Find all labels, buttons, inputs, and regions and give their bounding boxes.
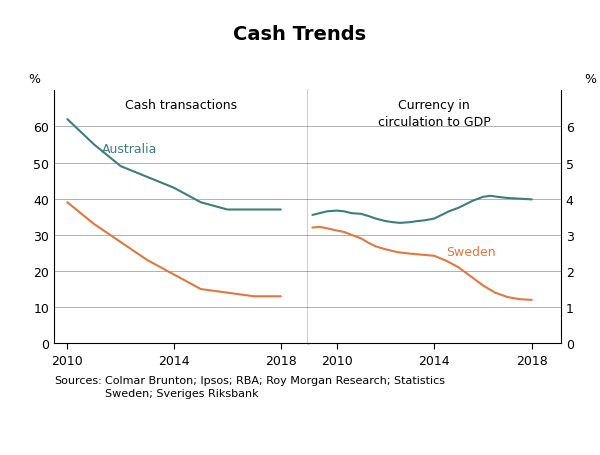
- Text: Cash Trends: Cash Trends: [233, 25, 367, 44]
- Text: %: %: [584, 73, 596, 86]
- Text: Currency in
circulation to GDP: Currency in circulation to GDP: [378, 99, 491, 128]
- Text: %: %: [29, 73, 41, 86]
- Text: Sources:: Sources:: [54, 375, 102, 385]
- Text: Sweden: Sweden: [446, 245, 496, 258]
- Text: Australia: Australia: [102, 142, 157, 155]
- Text: Cash transactions: Cash transactions: [125, 99, 237, 111]
- Text: Colmar Brunton; Ipsos; RBA; Roy Morgan Research; Statistics
Sweden; Sveriges Rik: Colmar Brunton; Ipsos; RBA; Roy Morgan R…: [105, 375, 445, 399]
